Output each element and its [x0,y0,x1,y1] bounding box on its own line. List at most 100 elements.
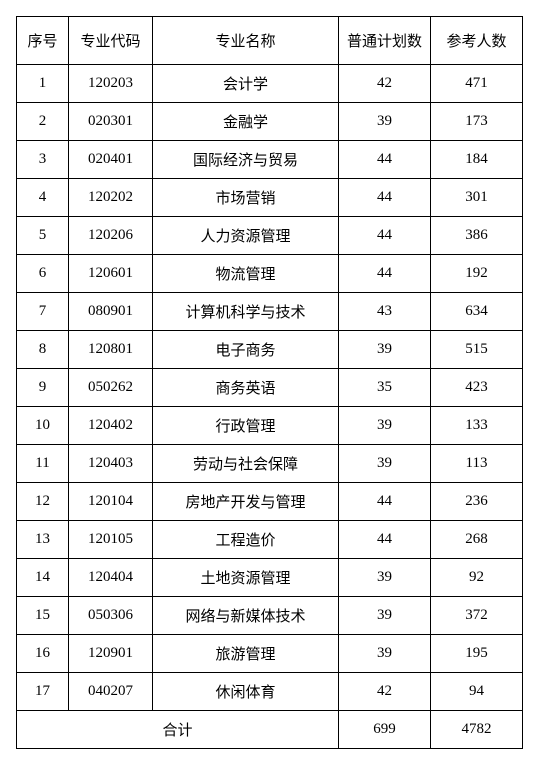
cell-plan: 44 [339,217,431,255]
cell-code: 120202 [69,179,153,217]
cell-plan: 39 [339,331,431,369]
table-row: 15050306网络与新媒体技术39372 [17,597,523,635]
cell-seq: 13 [17,521,69,559]
cell-name: 土地资源管理 [153,559,339,597]
cell-count: 195 [431,635,523,673]
cell-plan: 44 [339,141,431,179]
cell-code: 020401 [69,141,153,179]
cell-seq: 4 [17,179,69,217]
cell-seq: 15 [17,597,69,635]
table-row: 5120206人力资源管理44386 [17,217,523,255]
footer-total-label: 合计 [17,711,339,749]
cell-code: 120801 [69,331,153,369]
cell-name: 旅游管理 [153,635,339,673]
cell-name: 房地产开发与管理 [153,483,339,521]
cell-seq: 16 [17,635,69,673]
table-row: 1120203会计学42471 [17,65,523,103]
cell-seq: 17 [17,673,69,711]
cell-name: 人力资源管理 [153,217,339,255]
table-row: 9050262商务英语35423 [17,369,523,407]
table-row: 6120601物流管理44192 [17,255,523,293]
cell-seq: 2 [17,103,69,141]
cell-plan: 39 [339,103,431,141]
cell-count: 386 [431,217,523,255]
cell-name: 工程造价 [153,521,339,559]
cell-name: 计算机科学与技术 [153,293,339,331]
cell-plan: 44 [339,521,431,559]
table-row: 14120404土地资源管理3992 [17,559,523,597]
cell-code: 020301 [69,103,153,141]
table-row: 17040207休闲体育4294 [17,673,523,711]
cell-code: 120404 [69,559,153,597]
cell-count: 301 [431,179,523,217]
cell-code: 120403 [69,445,153,483]
cell-count: 372 [431,597,523,635]
cell-count: 634 [431,293,523,331]
cell-count: 515 [431,331,523,369]
cell-count: 173 [431,103,523,141]
cell-seq: 12 [17,483,69,521]
cell-count: 184 [431,141,523,179]
table-row: 12120104房地产开发与管理44236 [17,483,523,521]
cell-plan: 35 [339,369,431,407]
table-header: 序号 专业代码 专业名称 普通计划数 参考人数 [17,17,523,65]
cell-code: 050306 [69,597,153,635]
table-row: 2020301金融学39173 [17,103,523,141]
cell-count: 268 [431,521,523,559]
cell-name: 金融学 [153,103,339,141]
table-row: 11120403劳动与社会保障39113 [17,445,523,483]
table-row: 4120202市场营销44301 [17,179,523,217]
footer-plan-total: 699 [339,711,431,749]
cell-count: 236 [431,483,523,521]
table-footer: 合计 699 4782 [17,711,523,749]
cell-seq: 3 [17,141,69,179]
header-seq: 序号 [17,17,69,65]
cell-name: 网络与新媒体技术 [153,597,339,635]
footer-count-total: 4782 [431,711,523,749]
cell-name: 会计学 [153,65,339,103]
cell-seq: 5 [17,217,69,255]
cell-name: 行政管理 [153,407,339,445]
footer-row: 合计 699 4782 [17,711,523,749]
cell-name: 劳动与社会保障 [153,445,339,483]
cell-name: 国际经济与贸易 [153,141,339,179]
table-row: 8120801电子商务39515 [17,331,523,369]
cell-count: 113 [431,445,523,483]
cell-count: 94 [431,673,523,711]
cell-name: 休闲体育 [153,673,339,711]
cell-code: 120402 [69,407,153,445]
cell-name: 电子商务 [153,331,339,369]
cell-seq: 11 [17,445,69,483]
cell-count: 471 [431,65,523,103]
cell-name: 物流管理 [153,255,339,293]
cell-name: 商务英语 [153,369,339,407]
cell-plan: 39 [339,597,431,635]
cell-plan: 44 [339,483,431,521]
table-row: 7080901计算机科学与技术43634 [17,293,523,331]
cell-plan: 39 [339,445,431,483]
cell-seq: 1 [17,65,69,103]
cell-plan: 39 [339,635,431,673]
cell-seq: 10 [17,407,69,445]
header-name: 专业名称 [153,17,339,65]
cell-code: 120105 [69,521,153,559]
cell-seq: 7 [17,293,69,331]
cell-code: 080901 [69,293,153,331]
cell-plan: 42 [339,673,431,711]
header-code: 专业代码 [69,17,153,65]
cell-plan: 44 [339,179,431,217]
cell-plan: 42 [339,65,431,103]
major-plan-table: 序号 专业代码 专业名称 普通计划数 参考人数 1120203会计学424712… [16,16,523,749]
cell-code: 120601 [69,255,153,293]
cell-code: 120206 [69,217,153,255]
cell-seq: 14 [17,559,69,597]
cell-plan: 43 [339,293,431,331]
cell-count: 92 [431,559,523,597]
cell-plan: 39 [339,407,431,445]
cell-plan: 44 [339,255,431,293]
table-row: 16120901旅游管理39195 [17,635,523,673]
cell-count: 423 [431,369,523,407]
table-body: 1120203会计学424712020301金融学391733020401国际经… [17,65,523,711]
cell-count: 133 [431,407,523,445]
cell-code: 120901 [69,635,153,673]
